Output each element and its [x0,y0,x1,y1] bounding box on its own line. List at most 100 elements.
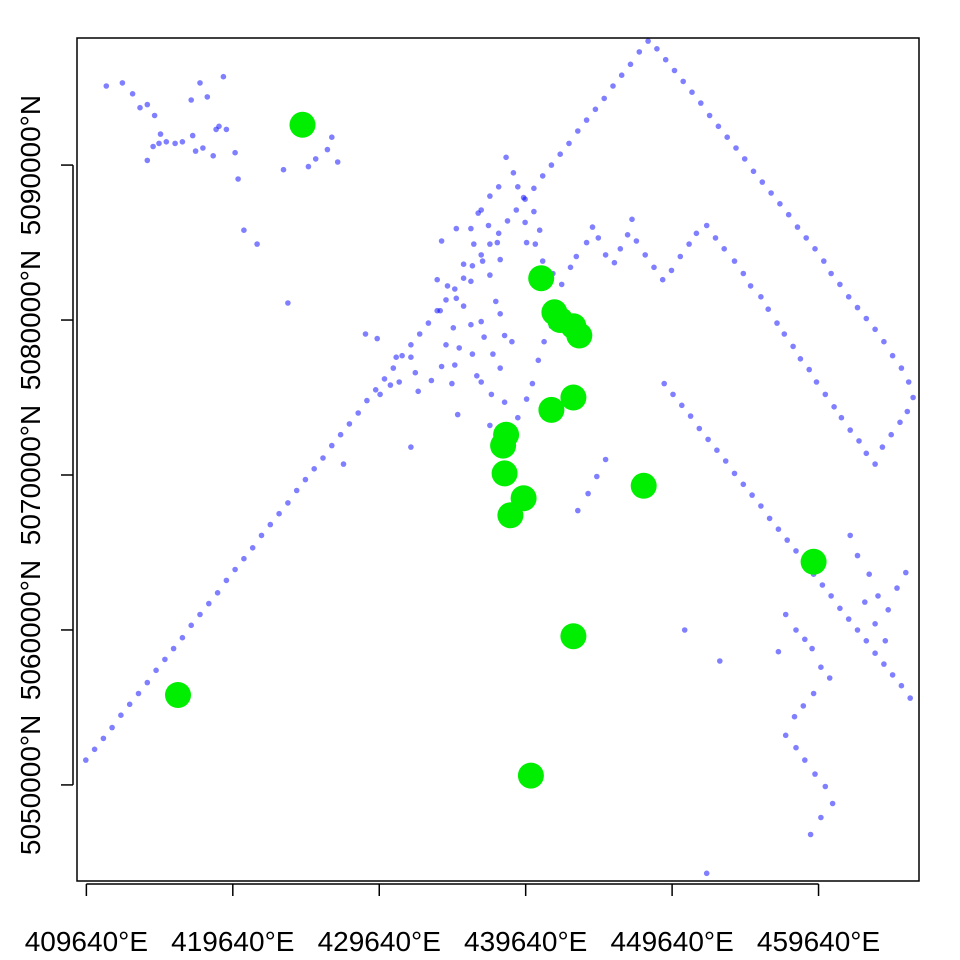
y-tick-label: 5090000°N [15,95,46,235]
background-point [535,357,542,364]
background-point [497,365,504,371]
background-point [434,276,441,283]
background-point [103,83,110,89]
background-point [83,757,89,763]
background-point [782,611,789,618]
background-point [522,219,528,226]
background-point [390,365,397,371]
background-point [898,682,905,689]
background-point [241,227,247,233]
background-point [733,145,739,151]
highlight-point [566,322,593,349]
background-point [468,225,474,232]
background-point [488,391,495,398]
background-point [312,156,319,162]
background-point [558,281,565,288]
highlight-point [517,762,544,789]
background-point [497,256,504,263]
background-point [821,258,827,264]
background-point [671,67,678,74]
background-point [150,143,156,150]
background-point [487,241,493,247]
background-point [515,184,521,190]
background-point [162,656,168,663]
background-point [617,246,624,252]
background-point [179,634,186,641]
background-point [539,173,546,179]
background-point [847,427,853,433]
background-point [872,461,878,467]
background-point [100,735,107,742]
background-point [460,261,467,268]
background-point [822,783,829,790]
background-point [285,300,291,306]
background-point [894,585,900,591]
background-point [837,605,843,612]
background-point [495,230,502,237]
highlight-point [800,548,827,575]
background-point [566,140,572,147]
background-point [624,232,631,238]
background-point [793,627,799,633]
background-point [863,450,870,457]
background-point [785,211,792,218]
background-point [806,366,812,373]
background-point [775,648,782,655]
background-point [784,537,790,543]
background-point [803,235,809,241]
background-point [618,72,625,78]
background-point [854,627,861,633]
background-point [119,80,126,86]
background-point [329,442,335,449]
background-point [497,311,504,317]
background-point [188,622,194,629]
background-point [408,354,414,361]
background-point [210,153,216,159]
background-point [872,326,878,333]
background-point [531,185,537,192]
background-point [793,548,799,554]
background-point [601,95,607,102]
background-point [144,157,151,164]
highlight-point [538,396,565,423]
background-point [575,128,581,134]
background-point [334,159,341,165]
background-point [438,363,445,370]
background-point [387,382,394,388]
background-point [179,139,186,145]
background-point [807,831,814,838]
background-point [749,492,755,498]
background-point [469,263,476,269]
background-point [548,162,555,168]
background-point [573,253,580,260]
x-tick-label: 449640°E [610,926,733,957]
background-point [475,210,482,216]
y-tick-label: 5060000°N [15,560,46,700]
background-point [408,342,414,348]
highlight-point [497,502,524,529]
background-point [340,461,347,467]
background-point [802,636,808,643]
background-point [714,447,720,454]
highlight-point [560,384,587,411]
x-tick-label: 439640°E [464,926,587,957]
highlight-series [165,111,827,789]
y-tick-label: 5070000°N [15,405,46,545]
background-point [642,252,648,258]
background-point [567,264,574,271]
background-point [460,275,467,282]
background-point [775,526,782,532]
background-point [468,321,474,328]
background-point [575,507,581,514]
background-point [393,354,400,361]
background-point [740,481,747,488]
background-point [118,712,124,718]
background-point [469,351,476,357]
background-point [415,388,422,395]
background-point [523,396,530,402]
background-point [478,379,485,385]
background-point [522,196,528,202]
background-point [703,870,710,877]
background-point [662,56,669,63]
background-point [602,252,609,258]
